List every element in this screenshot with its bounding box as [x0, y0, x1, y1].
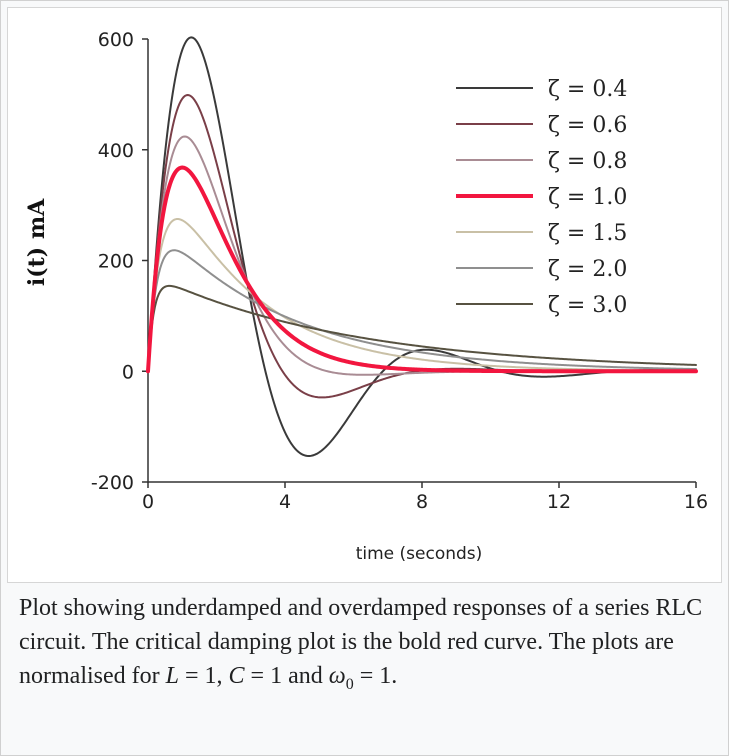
legend-label: ζ = 1.0	[548, 185, 627, 210]
y-tick-label: -200	[91, 472, 134, 494]
x-tick-label: 0	[142, 491, 154, 513]
legend-label: ζ = 0.8	[548, 149, 627, 174]
legend-label: ζ = 3.0	[548, 293, 627, 318]
y-tick-label: 400	[98, 140, 134, 162]
x-tick-label: 16	[684, 491, 708, 513]
rlc-response-chart: -200 0 200 400 600 0 4 8 12 16 time (seconds) i(t) …	[24, 29, 708, 564]
legend-label: ζ = 2.0	[548, 257, 627, 282]
y-tick-label: 0	[122, 361, 134, 383]
caption-L: L	[165, 663, 179, 689]
caption-C: C	[228, 663, 245, 689]
series-line	[147, 284, 697, 373]
x-tick-label: 8	[416, 491, 428, 513]
figure-caption: Plot showing underdamped and overdamped …	[19, 591, 709, 693]
series-line	[146, 165, 698, 374]
y-tick-label: 600	[98, 29, 134, 51]
legend-label: ζ = 0.4	[548, 77, 627, 102]
legend-label: ζ = 0.6	[548, 113, 627, 138]
x-tick-label: 4	[279, 491, 291, 513]
x-tick-label: 12	[547, 491, 571, 513]
y-axis-label: i(t) mA	[24, 198, 50, 286]
chart-figure: -200 0 200 400 600 0 4 8 12 16 time (seconds) i(t) …	[7, 7, 722, 583]
series-line	[147, 249, 697, 373]
y-tick-label: 200	[98, 251, 134, 273]
caption-omega-sub: 0	[345, 675, 354, 693]
caption-eq3: = 1.	[353, 663, 398, 689]
legend-label: ζ = 1.5	[548, 221, 627, 246]
caption-eq2: = 1 and	[244, 663, 329, 689]
caption-eq1: = 1,	[178, 663, 229, 689]
caption-text: Plot showing underdamped and overdamped …	[19, 595, 703, 689]
x-axis-label: time (seconds)	[356, 544, 483, 564]
caption-omega: ω	[328, 663, 346, 689]
